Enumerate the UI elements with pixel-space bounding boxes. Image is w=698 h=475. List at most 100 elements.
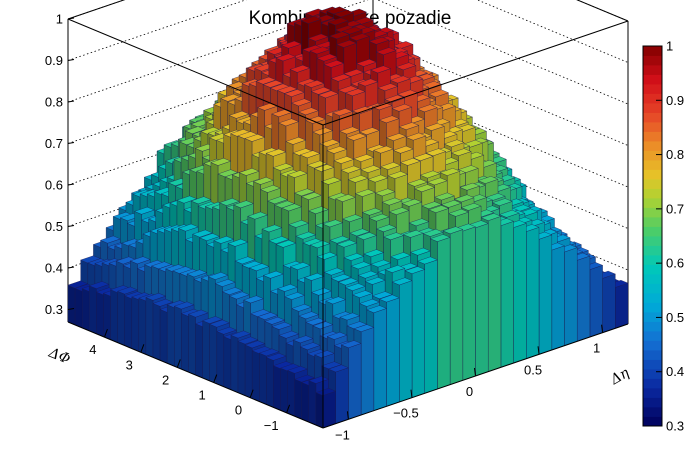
bar-top-face — [388, 207, 410, 215]
bar-top-face — [286, 170, 308, 178]
bar-top-face — [363, 249, 385, 257]
bar-top-face — [370, 65, 391, 74]
bar-top-face — [373, 145, 394, 154]
palette-segment — [643, 236, 662, 246]
bar-top-face — [284, 89, 305, 97]
palette-segment — [643, 416, 662, 427]
bar-top-face — [480, 213, 502, 221]
z-tick — [67, 17, 75, 20]
bar-top-face — [321, 361, 342, 370]
bar-front-face — [615, 282, 629, 329]
bar-top-face — [417, 256, 438, 265]
bar-top-face — [227, 238, 249, 247]
y-tick-label: 4 — [89, 342, 96, 357]
z-tick-label: 0.9 — [45, 53, 63, 68]
bar-front-face — [538, 234, 552, 355]
bar-top-face — [419, 170, 441, 179]
bar-top-face — [134, 206, 155, 215]
bar-top-face — [390, 75, 411, 84]
bar-top-face — [404, 266, 426, 274]
bar-top-face — [491, 198, 513, 206]
palette-segment — [643, 103, 662, 113]
bar-top-face — [267, 196, 288, 205]
bar-top-face — [425, 148, 447, 157]
bar-front-face — [335, 367, 349, 424]
bar-top-face — [210, 158, 232, 166]
z-tick — [67, 59, 75, 62]
box-edge — [67, 0, 126, 20]
bar-top-face — [317, 90, 339, 99]
x-axis-line — [322, 323, 629, 429]
bar-side-face — [308, 380, 317, 426]
y-tick — [103, 328, 108, 338]
bar-top-face — [339, 126, 360, 135]
bar-top-face — [308, 376, 330, 384]
bar-top-face — [424, 123, 445, 131]
bar-top-face — [289, 64, 311, 73]
bar-top-face — [499, 209, 520, 218]
bar-side-face — [124, 295, 132, 349]
bar-front-face — [462, 226, 476, 381]
bar-front-face — [424, 259, 438, 394]
palette-segment — [643, 150, 662, 161]
z-tick-label: 0.6 — [45, 178, 63, 193]
bar-top-face — [343, 69, 365, 77]
bar-top-face — [221, 287, 243, 295]
bar-top-face — [262, 80, 284, 88]
bar-top-face — [268, 236, 290, 244]
bar-top-face — [416, 104, 438, 113]
bar-top-face — [264, 316, 286, 325]
bar-top-face — [380, 162, 401, 170]
bar-front-face — [399, 280, 413, 403]
bar-top-face — [448, 208, 469, 217]
bar-top-face — [237, 336, 259, 345]
bar-top-face — [329, 235, 351, 244]
bar-top-face — [371, 102, 393, 111]
box-edge — [67, 18, 324, 126]
bar-top-face — [281, 40, 302, 49]
x-tick — [601, 324, 604, 333]
bar-top-face — [443, 139, 465, 148]
palette-tick-label: 0.6 — [666, 256, 684, 271]
bar-top-face — [261, 224, 283, 233]
bar-top-face — [412, 153, 434, 161]
palette-segment — [643, 122, 662, 132]
bar-top-face — [329, 31, 350, 40]
bar-top-face — [390, 252, 411, 260]
front-frame — [67, 18, 629, 428]
bar-top-face — [349, 33, 370, 41]
color-palette: 0.3 0.4 0.5 0.6 0.7 0.8 0.9 1 — [642, 39, 684, 434]
bar-side-face — [138, 297, 147, 355]
palette-segment — [643, 198, 662, 208]
bar-side-face — [209, 323, 217, 385]
bar-top-face — [347, 175, 369, 183]
bar-side-face — [89, 285, 97, 335]
bar-top-face — [207, 272, 229, 280]
bar-front-face — [322, 390, 336, 429]
bar-top-face — [342, 214, 363, 222]
bar-top-face — [414, 184, 435, 192]
palette-segment — [643, 141, 662, 151]
palette-segment — [643, 302, 662, 313]
bar-top-face — [350, 261, 372, 270]
bar-top-face — [252, 177, 274, 185]
bar-top-face — [384, 265, 406, 273]
bar-top-face — [262, 270, 284, 279]
bar-top-face — [408, 218, 430, 227]
bar-top-face — [429, 234, 451, 242]
palette-segment — [643, 359, 662, 370]
bar-top-face — [352, 290, 373, 298]
bar-top-face — [400, 158, 421, 166]
bar-top-face — [307, 33, 329, 42]
bar-top-face — [345, 283, 366, 291]
palette-tick-label: 0.4 — [666, 364, 684, 379]
bar-top-face — [117, 286, 138, 295]
bar-top-face — [395, 62, 417, 71]
bar-top-face — [323, 267, 345, 276]
bar-top-face — [276, 85, 298, 94]
bar-top-face — [377, 83, 399, 91]
bar-top-face — [300, 16, 322, 24]
bar-top-face — [367, 174, 389, 183]
bar-top-face — [340, 340, 362, 348]
